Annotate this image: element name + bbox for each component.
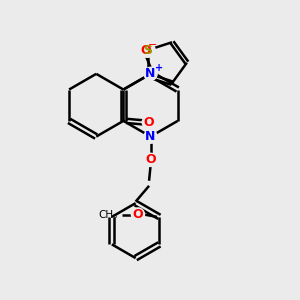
Text: O: O <box>145 153 156 167</box>
Text: +: + <box>155 64 163 74</box>
Circle shape <box>144 153 157 167</box>
Circle shape <box>142 116 155 129</box>
Circle shape <box>144 67 157 80</box>
Text: O: O <box>141 44 152 57</box>
Text: CH₃: CH₃ <box>99 209 118 220</box>
Text: O: O <box>133 208 143 221</box>
Circle shape <box>140 44 153 57</box>
Circle shape <box>144 130 157 143</box>
Circle shape <box>141 43 155 57</box>
Text: −: − <box>148 40 157 50</box>
Text: N: N <box>146 68 156 80</box>
Text: N: N <box>146 130 156 143</box>
Text: O: O <box>143 116 154 129</box>
Text: S: S <box>143 44 152 57</box>
Circle shape <box>131 208 145 221</box>
